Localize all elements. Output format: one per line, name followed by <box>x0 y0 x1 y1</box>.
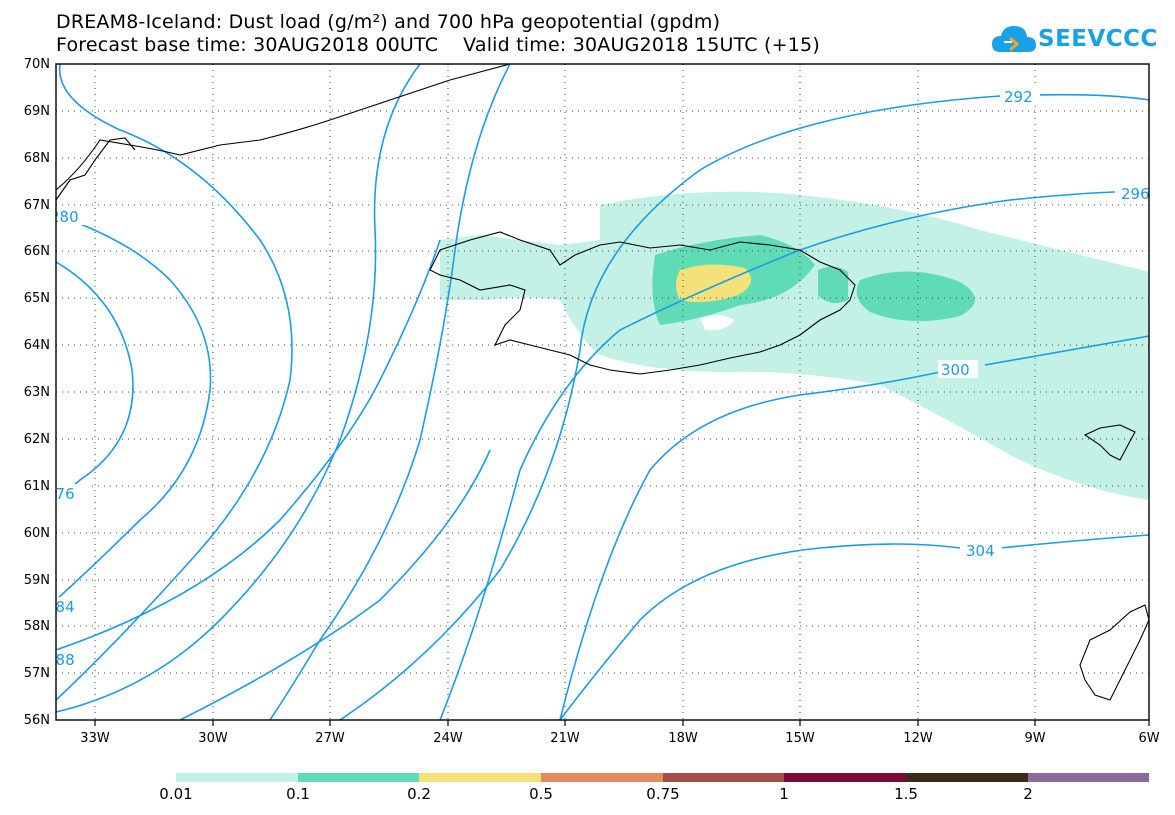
lat-label: 62N <box>23 432 50 447</box>
colorbar-segment <box>784 773 906 782</box>
axis-ticks <box>94 720 1150 726</box>
lon-label: 30W <box>198 731 228 746</box>
dust-gap <box>700 315 735 331</box>
lon-label: 21W <box>550 731 580 746</box>
lat-label: 59N <box>23 573 50 588</box>
colorbar-segment <box>176 773 298 782</box>
lon-label: 6W <box>1138 731 1160 746</box>
lat-label: 66N <box>23 244 50 259</box>
seevccc-logo: SEEVCCC <box>990 22 1157 58</box>
colorbar-segment <box>906 773 1028 782</box>
dust-region-light <box>440 191 1149 500</box>
contour-label-292: 292 <box>1004 88 1033 106</box>
contour-label-276: 276 <box>46 485 75 503</box>
contour-label-280: 280 <box>50 208 79 226</box>
lon-label: 12W <box>903 731 933 746</box>
colorbar-segment <box>298 773 419 782</box>
lon-label: 27W <box>315 731 345 746</box>
dust-region-medium-east <box>856 271 975 322</box>
lat-label: 69N <box>23 104 50 119</box>
logo-text: SEEVCCC <box>1038 26 1158 52</box>
lon-label: 24W <box>433 731 463 746</box>
contour-label-300: 300 <box>941 361 970 379</box>
lon-label: 9W <box>1024 731 1046 746</box>
colorbar-segment <box>663 773 784 782</box>
lat-label: 58N <box>23 619 50 634</box>
title-line-2: Forecast base time: 30AUG2018 00UTC Vali… <box>56 34 820 56</box>
lat-label: 57N <box>23 666 50 681</box>
lon-label: 33W <box>80 731 110 746</box>
lat-label: 67N <box>23 198 50 213</box>
contour-label-284: 284 <box>46 598 75 616</box>
contour-label-304: 304 <box>966 542 995 560</box>
lat-label: 64N <box>23 338 50 353</box>
lat-label: 65N <box>23 291 50 306</box>
colorbar-segment <box>541 773 663 782</box>
contour-label-296: 296 <box>1121 185 1150 203</box>
lon-label: 18W <box>668 731 698 746</box>
map-frame <box>55 63 1150 721</box>
colorbar-label: 1 <box>779 785 789 803</box>
colorbar-label: 1.5 <box>894 785 918 803</box>
cloud-logo-icon <box>992 26 1036 52</box>
lat-label: 70N <box>23 57 50 72</box>
contour-labels: 292 296 300 304 280 276 284 288 <box>46 87 1150 669</box>
colorbar-label: 2 <box>1023 785 1033 803</box>
lon-label: 15W <box>785 731 815 746</box>
contour-label-288: 288 <box>46 651 75 669</box>
colorbar-label: 0.01 <box>159 785 193 803</box>
title-line-1: DREAM8-Iceland: Dust load (g/m²) and 700… <box>56 11 721 33</box>
lat-label: 56N <box>23 713 50 728</box>
lat-label: 60N <box>23 526 50 541</box>
lat-label: 61N <box>23 479 50 494</box>
lat-label: 63N <box>23 385 50 400</box>
coastlines <box>56 64 1149 701</box>
colorbar-segment <box>1028 773 1149 782</box>
dust-region-medium-east-2 <box>818 266 848 304</box>
dust-region-high <box>676 264 752 303</box>
colorbar-segment <box>419 773 541 782</box>
colorbar-label: 0.1 <box>286 785 310 803</box>
colorbar-label: 0.5 <box>529 785 553 803</box>
colorbar-label: 0.75 <box>646 785 680 803</box>
colorbar-label: 0.2 <box>407 785 431 803</box>
lat-label: 68N <box>23 151 50 166</box>
